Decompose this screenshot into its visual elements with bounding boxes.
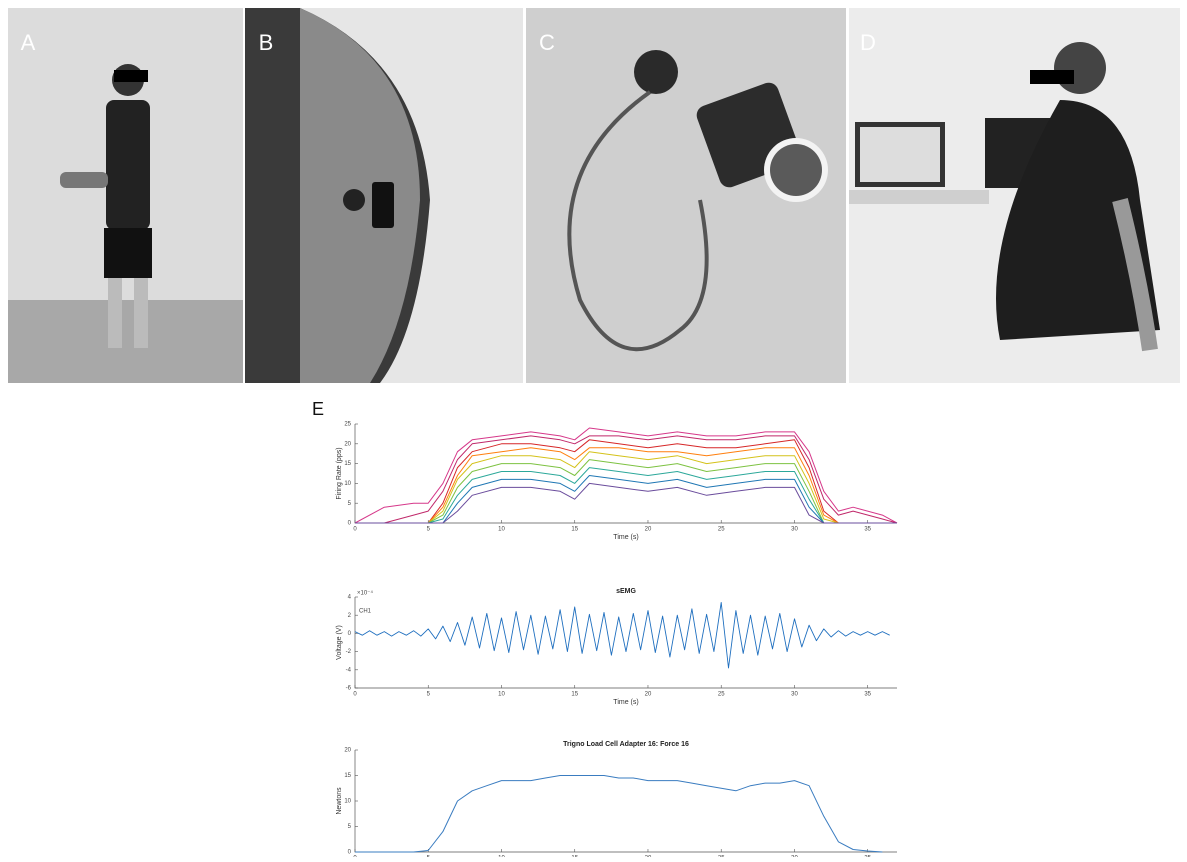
y-axis-label: Voltage (V) [336, 625, 343, 660]
chart-title: Trigno Load Cell Adapter 16: Force 16 [563, 741, 689, 748]
y-tick-label: -4 [346, 667, 352, 673]
y-tick-label: 20 [344, 441, 351, 447]
x-tick-label: 20 [645, 527, 652, 533]
panel-label: E [312, 399, 324, 419]
x-tick-label: 25 [718, 527, 725, 533]
axis-exponent: ×10⁻⁴ [357, 590, 373, 597]
data-line [355, 603, 890, 669]
axes [355, 750, 897, 852]
y-tick-label: 2 [348, 613, 352, 619]
y-tick-label: 10 [344, 799, 351, 805]
photo-a [8, 8, 243, 383]
y-tick-label: 15 [344, 461, 351, 467]
y-tick-label: -2 [346, 649, 352, 655]
x-tick-label: 30 [791, 692, 798, 698]
y-tick-label: -6 [346, 686, 352, 692]
x-tick-label: 15 [571, 692, 578, 698]
chart-title: sEMG [616, 588, 636, 595]
figure: ABCDE051015202505101520253035Time (s)Fir… [0, 0, 1187, 857]
x-tick-label: 35 [864, 692, 871, 698]
panel-label: D [860, 30, 876, 55]
x-tick-label: 25 [718, 692, 725, 698]
y-axis-label: Firing Rate (pps) [336, 447, 343, 499]
x-tick-label: 15 [571, 527, 578, 533]
x-tick-label: 20 [645, 692, 652, 698]
y-tick-label: 0 [348, 850, 352, 856]
x-axis-label: Time (s) [613, 534, 638, 541]
data-line [355, 776, 882, 853]
y-tick-label: 5 [348, 824, 352, 830]
x-tick-label: 0 [353, 527, 357, 533]
panel-label: A [21, 30, 36, 55]
photo-c [526, 8, 846, 383]
panel-label: B [259, 30, 274, 55]
photo-b [245, 8, 523, 383]
y-tick-label: 15 [344, 773, 351, 779]
photo-d [849, 8, 1180, 383]
x-tick-label: 10 [498, 692, 505, 698]
x-axis-label: Time (s) [613, 699, 638, 706]
y-axis-label: Newtons [336, 787, 343, 815]
x-tick-label: 30 [791, 527, 798, 533]
x-tick-label: 5 [427, 692, 431, 698]
x-tick-label: 35 [864, 527, 871, 533]
y-tick-label: 0 [348, 631, 352, 637]
x-tick-label: 10 [498, 527, 505, 533]
y-tick-label: 10 [344, 481, 351, 487]
axes [355, 597, 897, 688]
y-tick-label: 0 [348, 521, 352, 527]
y-tick-label: 5 [348, 501, 352, 507]
x-tick-label: 5 [427, 527, 431, 533]
channel-label: CH1 [359, 609, 372, 615]
x-tick-label: 0 [353, 692, 357, 698]
data-line [355, 428, 897, 523]
y-tick-label: 25 [344, 422, 351, 428]
panel-label: C [539, 30, 555, 55]
y-tick-label: 20 [344, 748, 351, 754]
axes [355, 424, 897, 523]
y-tick-label: 4 [348, 595, 352, 601]
